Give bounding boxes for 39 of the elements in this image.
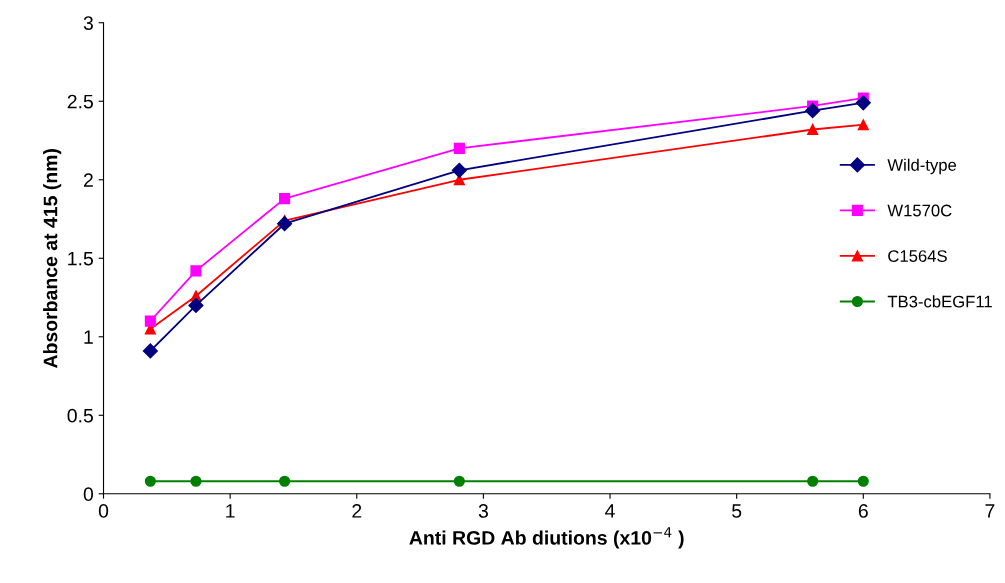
x-tick-label: 1 — [226, 504, 235, 518]
point — [453, 142, 465, 154]
y-tick-label: 0 — [83, 487, 94, 502]
point — [855, 95, 871, 111]
point — [142, 343, 158, 359]
y-tick-label: 0.5 — [67, 408, 93, 423]
point — [188, 297, 204, 313]
y-tick-label: 3 — [83, 16, 93, 30]
x-tick-label: 4 — [605, 504, 615, 518]
point — [190, 265, 202, 277]
x-tick-label: 2 — [352, 504, 362, 518]
y-axis-title: Absorbance at 415 (nm) — [43, 149, 62, 368]
x-axis-title: Anti RGD Ab diutions (x10$^{−4}$ ) — [409, 527, 684, 549]
point — [279, 475, 291, 487]
legend-label: TB3-cbEGF11 — [887, 295, 992, 308]
x-tick-label: 7 — [985, 504, 995, 518]
point — [279, 193, 291, 205]
point — [805, 103, 821, 119]
point — [807, 475, 819, 487]
point — [277, 216, 293, 232]
y-tick-label: 1.5 — [68, 251, 93, 266]
x-tick-label: 3 — [478, 504, 488, 518]
point — [190, 475, 202, 487]
point — [453, 475, 465, 487]
y-tick-label: 1 — [84, 330, 93, 344]
point — [144, 315, 156, 327]
y-tick-label: 2.5 — [67, 94, 93, 109]
legend-label: Wild-type — [887, 158, 957, 175]
x-tick-label: 5 — [732, 504, 742, 518]
x-tick-label: 6 — [858, 504, 868, 518]
point — [857, 119, 869, 131]
legend-label: C1564S — [888, 250, 947, 262]
x-tick-label: 0 — [98, 504, 109, 518]
y-tick-label: 2 — [83, 173, 93, 187]
point — [807, 123, 819, 136]
legend-label: W1570C — [887, 204, 952, 217]
point — [451, 162, 467, 178]
point — [857, 475, 869, 487]
point — [144, 475, 156, 487]
